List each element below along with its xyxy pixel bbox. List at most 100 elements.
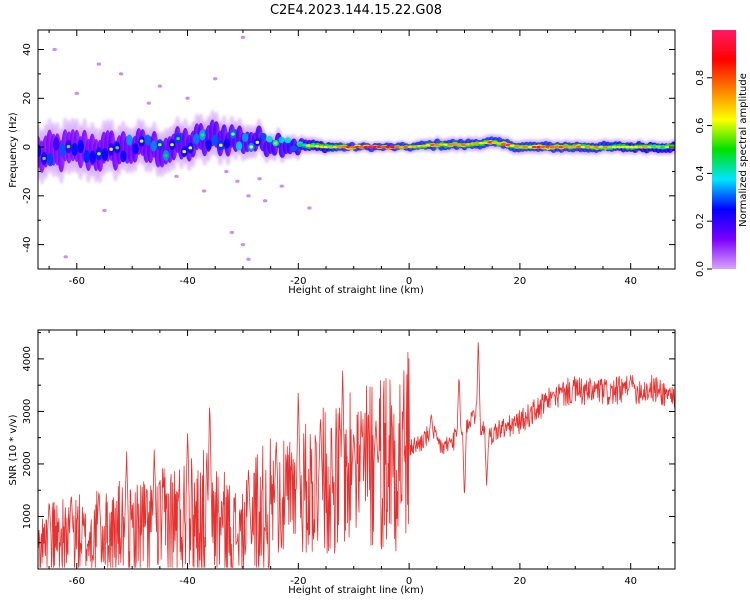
spectrogram-cell: [241, 133, 249, 142]
spectrogram-cell: [278, 136, 285, 144]
spectrogram-x-axis-label: Height of straight line (km): [288, 285, 424, 296]
spectrogram-hotspot: [170, 143, 174, 147]
spectrogram-y-ticks: -40 -20 0 20 40: [22, 43, 675, 270]
spectrogram-noise-speckle: [118, 72, 124, 76]
snr-y-tick-label: 3000: [22, 399, 33, 424]
spectrogram-hotspot: [273, 141, 278, 145]
spectrogram-cell: [284, 137, 292, 144]
colorbar-tick-label: 0.0: [695, 261, 706, 277]
spectrogram-cell: [211, 134, 218, 146]
spectrogram-cell: [59, 143, 66, 157]
colorbar-tick-label: 0.6: [695, 118, 706, 134]
spectrogram-cell: [77, 139, 84, 154]
spectrogram-hotspot: [249, 145, 254, 149]
snr-y-tick-label: 2000: [22, 451, 33, 476]
spectrogram-cell: [101, 147, 109, 162]
spectrogram-noise-speckle: [257, 177, 262, 181]
spectrogram-cell: [132, 143, 139, 155]
spectrogram-noise-speckle: [246, 257, 251, 261]
colorbar-tick-label: 0.2: [695, 213, 706, 229]
spectrogram-heatmap: [38, 35, 675, 261]
spectrogram-hotspot: [42, 156, 46, 161]
spectrogram-y-tick-label: 40: [22, 43, 33, 56]
spectrogram-cell: [46, 153, 54, 167]
spectrogram-hotspot: [139, 139, 144, 143]
snr-x-tick-label: 0: [406, 576, 412, 587]
spectrogram-hotspot: [200, 133, 205, 137]
spectrogram-noise-speckle: [74, 91, 79, 96]
snr-x-axis-label: Height of straight line (km): [288, 585, 424, 596]
spectrogram-hotspot: [97, 152, 101, 156]
spectrogram-noise-speckle: [102, 208, 107, 213]
snr-y-tick-label: 4000: [22, 346, 33, 371]
spectrogram-noise-speckle: [146, 101, 151, 105]
spectrogram-cell: [120, 150, 127, 163]
snr-x-tick-label: 40: [624, 576, 637, 587]
spectrogram-y-tick-label: -20: [22, 188, 33, 204]
spectrogram-cell: [223, 138, 231, 149]
spectrogram-x-tick-label: -40: [179, 276, 195, 287]
colorbar: 0.0 0.2 0.4 0.6 0.8 Normalized spectral ampl…: [695, 30, 749, 277]
spectrogram-hotspot: [218, 143, 223, 147]
snr-x-ticks: -60 -40 -20 0 20 40: [48, 330, 659, 587]
spectrogram-noise-speckle: [157, 84, 163, 88]
spectrogram-noise-speckle: [262, 199, 268, 203]
spectrogram-frame: [37, 29, 676, 270]
spectrogram-noise-speckle: [174, 174, 179, 178]
snr-x-tick-label: 20: [514, 576, 527, 587]
spectrogram-hotspot: [188, 146, 193, 150]
spectrogram-noise-speckle: [213, 77, 218, 81]
spectrogram-cell: [260, 132, 267, 141]
spectrogram-noise-speckle: [279, 184, 284, 188]
spectrogram-noise-speckle: [229, 230, 235, 235]
spectrogram-hotspot: [115, 146, 120, 150]
spectrogram-noise-speckle: [201, 189, 207, 193]
spectrogram-noise-speckle: [63, 255, 68, 259]
spectrogram-y-axis-label: Frequency (Hz): [8, 112, 19, 188]
spectrogram-x-tick-label: -20: [290, 276, 306, 287]
spectrogram-x-ticks: -60 -40 -20 0 20 40: [48, 30, 659, 287]
spectrogram-x-tick-label: 20: [514, 276, 527, 287]
snr-y-ticks: 1000 2000 3000 4000: [22, 332, 675, 570]
snr-panel: -60 -40 -20 0 20 40 1000 2000 3000 4000 Height o…: [8, 329, 676, 596]
spectrogram-hotspot: [182, 150, 187, 154]
spectrogram-cell: [290, 145, 298, 152]
spectrogram-noise-speckle: [96, 62, 102, 66]
colorbar-tick-label: 0.4: [695, 165, 706, 181]
spectrogram-noise-speckle: [224, 169, 229, 174]
spectrogram-y-tick-label: 20: [22, 92, 33, 105]
spectrogram-cell: [83, 150, 90, 164]
snr-series-line: [38, 342, 675, 568]
spectrogram-hotspot: [109, 147, 113, 151]
spectrogram-y-tick-label: 0: [22, 144, 33, 150]
snr-x-tick-label: -40: [179, 576, 195, 587]
spectrogram-panel: -60 -40 -20 0 20 40 -40 -20 0 20 40 Height of str…: [8, 29, 676, 296]
colorbar-gradient: [712, 30, 736, 269]
spectrogram-cell: [71, 142, 78, 156]
spectrogram-noise-speckle: [52, 47, 57, 52]
spectrogram-cell: [235, 141, 243, 151]
spectrogram-cell: [205, 139, 212, 151]
spectrogram-x-tick-label: -60: [69, 276, 85, 287]
spectrogram-noise-speckle: [240, 243, 246, 247]
figure-title: C2E4.2023.144.15.22.G08: [270, 3, 442, 18]
spectrogram-hotspot: [66, 144, 71, 149]
colorbar-tick-label: 0.8: [695, 70, 706, 86]
snr-frame: [37, 329, 676, 570]
spectrogram-hotspot: [176, 136, 180, 141]
snr-y-axis-label: SNR (10 * v/v): [8, 414, 19, 485]
spectrogram-cell: [150, 140, 157, 152]
spectrogram-noise-speckle: [185, 96, 190, 100]
snr-x-tick-label: -20: [290, 576, 306, 587]
spectrogram-hotspot: [231, 132, 235, 136]
snr-y-tick-label: 1000: [22, 504, 33, 529]
spectrogram-noise-speckle: [240, 35, 246, 39]
spectrogram-cell: [266, 135, 273, 143]
colorbar-ticks: 0.0 0.2 0.4 0.6 0.8: [695, 70, 712, 277]
spectrogram-cell: [126, 134, 133, 146]
spectrogram-x-tick-label: 40: [624, 276, 637, 287]
spectrogram-noise-speckle: [307, 206, 312, 210]
spectrogram-cell: [193, 133, 200, 145]
spectrogram-cell: [53, 137, 60, 151]
